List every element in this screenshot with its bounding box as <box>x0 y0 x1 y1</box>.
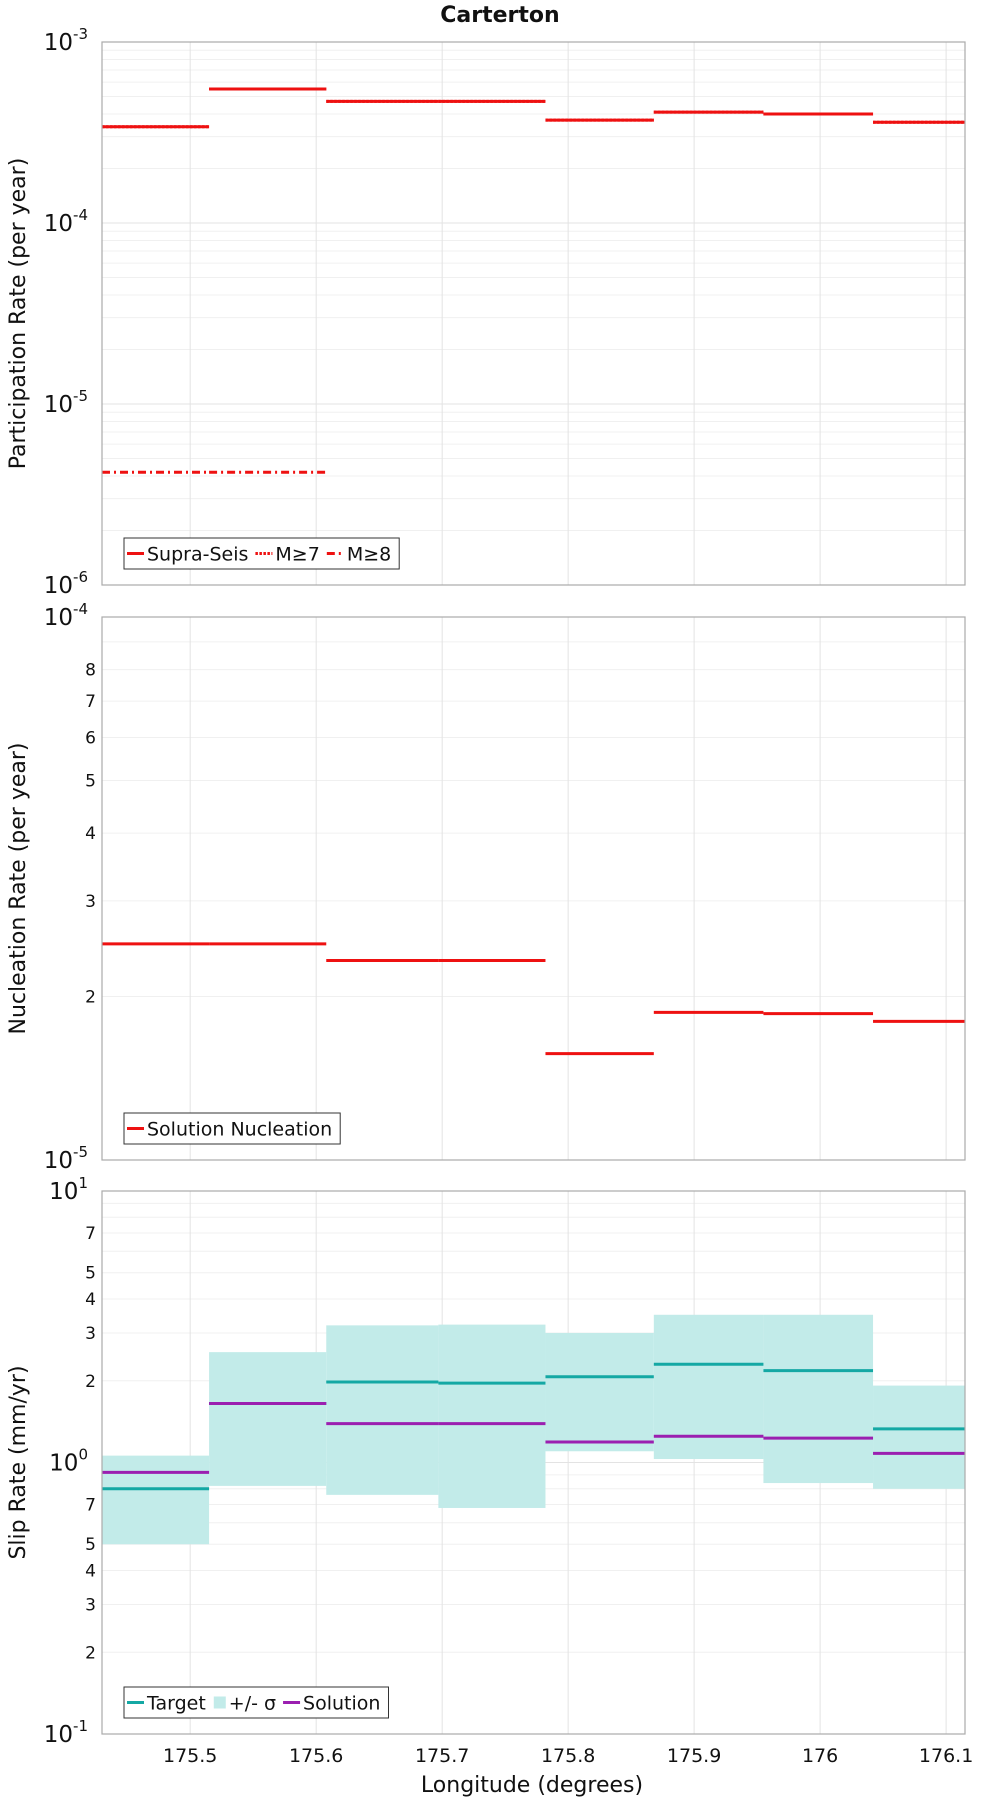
y-tick-base: 10 <box>44 1148 73 1174</box>
y-tick-label: 2 <box>85 1643 96 1663</box>
legend-label: Solution <box>303 1693 380 1715</box>
legend: Target +/- σ Solution <box>123 1686 389 1719</box>
y-tick-label: 2 <box>85 1372 96 1392</box>
band-bin <box>326 1325 439 1495</box>
legend-label: Solution Nucleation <box>147 1119 332 1141</box>
band-bin <box>763 1314 874 1484</box>
plot-frame <box>101 616 966 1161</box>
y-tick-label: 10-5 <box>44 387 88 418</box>
x-tick-label: 175.7 <box>415 1745 469 1767</box>
y-tick-exponent: 0 <box>78 1446 88 1464</box>
band-bin <box>209 1352 327 1486</box>
legend-label: M≥7 <box>275 544 319 566</box>
y-tick-label: 8 <box>85 661 96 681</box>
y-tick-base: 10 <box>44 573 73 599</box>
y-tick-exponent: -4 <box>73 206 88 224</box>
figure-title: Carterton <box>440 3 559 28</box>
y-tick-label: 4 <box>85 824 96 844</box>
y-tick-exponent: 1 <box>78 1174 88 1192</box>
y-tick-exponent: -6 <box>73 568 88 586</box>
legend-swatch <box>213 1696 226 1709</box>
legend: Supra-Seis M≥7 M≥8 <box>123 537 400 570</box>
legend-label: Target <box>146 1693 206 1715</box>
y-tick-base: 10 <box>44 1722 73 1748</box>
y-tick-label: 10-5 <box>44 1143 88 1174</box>
y-tick-exponent: -5 <box>73 1143 88 1161</box>
x-tick-label: 175.9 <box>667 1745 721 1767</box>
y-tick-label: 7 <box>85 1224 96 1244</box>
legend-box <box>123 1686 389 1719</box>
y-tick-label: 10-4 <box>44 206 88 237</box>
y-tick-label: 6 <box>85 728 96 748</box>
x-tick-label: 175.5 <box>163 1745 217 1767</box>
y-tick-label: 5 <box>85 771 96 791</box>
y-tick-label: 5 <box>85 1264 96 1284</box>
y-tick-base: 10 <box>44 392 73 418</box>
band-bin <box>102 1455 210 1545</box>
y-tick-label: 5 <box>85 1535 96 1555</box>
legend-label: M≥8 <box>347 544 391 566</box>
legend-label: +/- σ <box>229 1693 276 1715</box>
band-bin <box>545 1332 654 1452</box>
y-tick-base: 10 <box>44 211 73 237</box>
plot-frame <box>101 1190 966 1735</box>
y-tick-label: 7 <box>85 692 96 712</box>
y-tick-label: 4 <box>85 1562 96 1582</box>
x-tick-label: 175.6 <box>289 1745 343 1767</box>
y-tick-base: 10 <box>49 1451 78 1477</box>
y-tick-exponent: -4 <box>73 600 88 618</box>
legend: Solution Nucleation <box>123 1112 341 1145</box>
y-tick-base: 10 <box>44 30 73 56</box>
plot-frame <box>101 41 966 586</box>
x-axis-title: Longitude (degrees) <box>421 1773 643 1798</box>
y-tick-base: 10 <box>44 605 73 631</box>
legend-box <box>123 1112 341 1145</box>
x-tick-label: 175.8 <box>541 1745 595 1767</box>
y-tick-label: 3 <box>85 1595 96 1615</box>
y-tick-exponent: -1 <box>73 1717 88 1735</box>
y-axis-title: Slip Rate (mm/yr) <box>6 1365 31 1559</box>
y-tick-label: 2 <box>85 988 96 1008</box>
y-tick-label: 10-3 <box>44 25 88 56</box>
y-tick-exponent: -5 <box>73 387 88 405</box>
y-axis-title: Nucleation Rate (per year) <box>6 743 31 1035</box>
band-bin <box>438 1324 546 1508</box>
y-axis-title: Participation Rate (per year) <box>6 158 31 470</box>
x-tick-label: 176 <box>802 1745 838 1767</box>
y-tick-label: 4 <box>85 1290 96 1310</box>
y-tick-label: 10-1 <box>44 1717 88 1748</box>
y-tick-label: 3 <box>85 1324 96 1344</box>
legend-label: Supra-Seis <box>147 544 248 566</box>
y-tick-base: 10 <box>49 1179 78 1205</box>
y-tick-label: 3 <box>85 892 96 912</box>
y-tick-label: 7 <box>85 1496 96 1516</box>
x-tick-label: 176.1 <box>919 1745 973 1767</box>
band-bin <box>873 1385 965 1489</box>
y-tick-label: 100 <box>49 1446 88 1477</box>
y-tick-exponent: -3 <box>73 25 88 43</box>
y-tick-label: 10-4 <box>44 600 88 631</box>
y-tick-label: 10-6 <box>44 568 88 599</box>
y-tick-label: 101 <box>49 1174 88 1205</box>
